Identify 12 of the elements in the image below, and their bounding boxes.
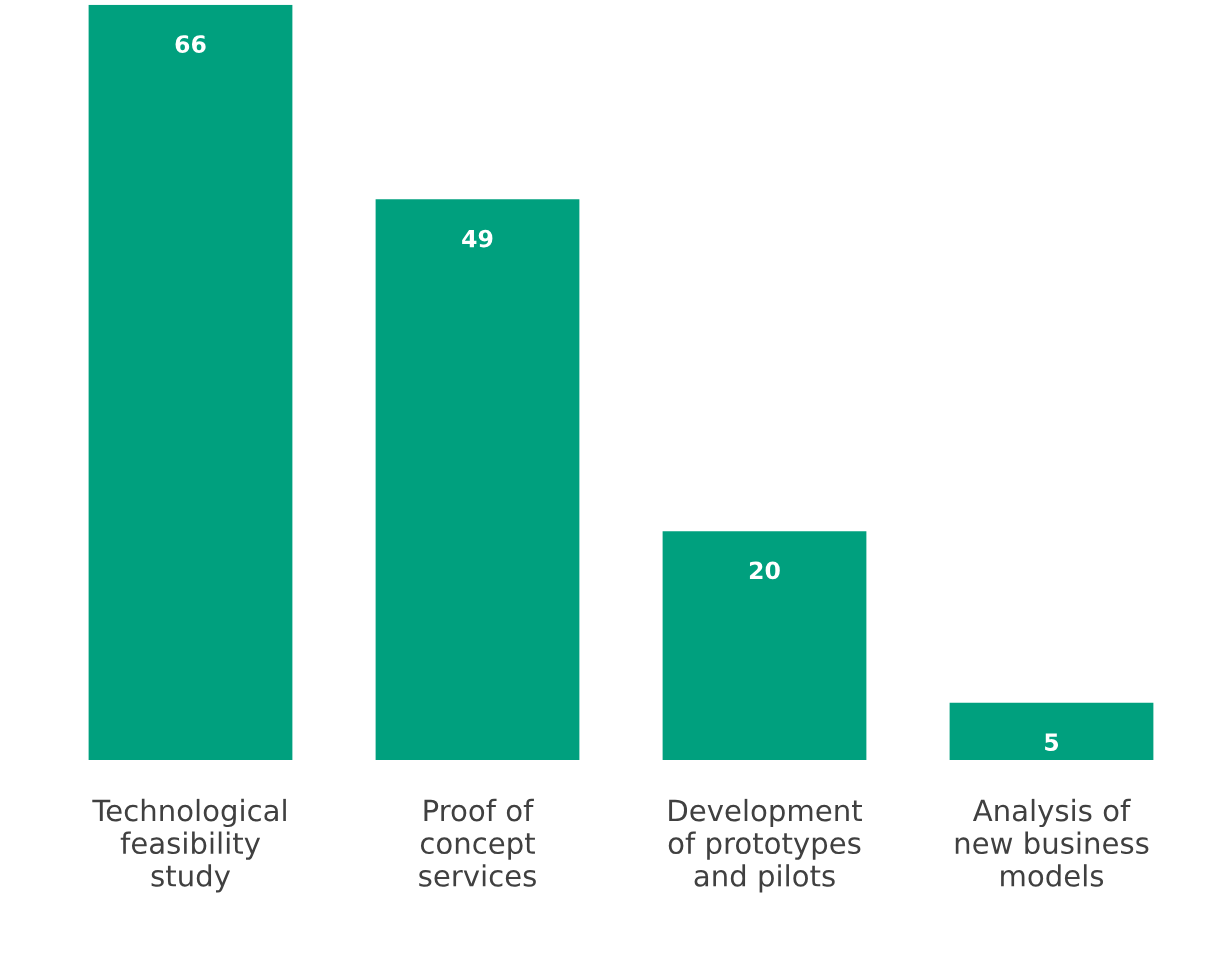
bar bbox=[949, 702, 1154, 760]
bar bbox=[88, 4, 293, 760]
data-label: 49 bbox=[462, 229, 493, 248]
data-label: 20 bbox=[749, 561, 780, 580]
x-tick-label: Analysis of new business models bbox=[955, 798, 1149, 887]
data-label: 5 bbox=[1045, 733, 1059, 751]
x-tick-label: Development of prototypes and pilots bbox=[668, 798, 862, 893]
bar bbox=[662, 531, 867, 760]
x-tick-label: Proof of concept services bbox=[419, 798, 536, 887]
data-label: 66 bbox=[175, 35, 206, 54]
x-tick-label: Technological feasibility study bbox=[92, 798, 286, 893]
bar bbox=[375, 199, 580, 760]
